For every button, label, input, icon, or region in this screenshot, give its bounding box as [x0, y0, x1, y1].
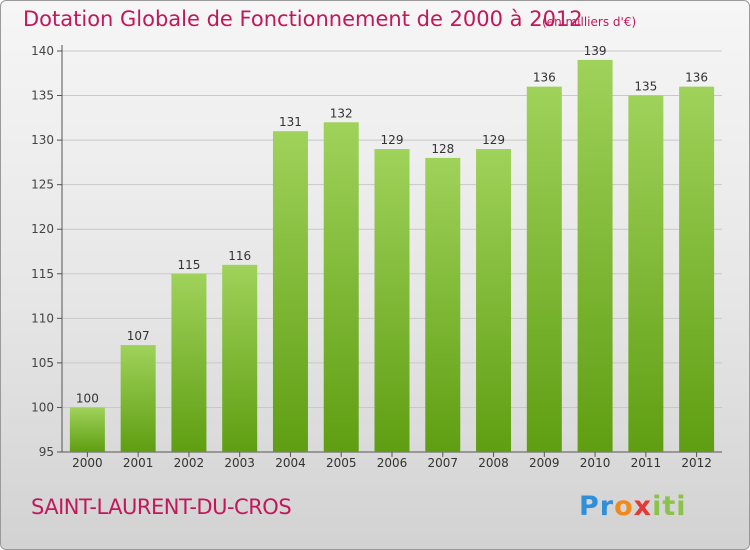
bar-2011: [628, 95, 664, 453]
x-tick-label-2008: 2008: [478, 456, 509, 470]
bar-2002: [171, 273, 207, 452]
x-tick-label-2004: 2004: [275, 456, 306, 470]
bar-2004: [272, 131, 308, 452]
bar-2010: [577, 59, 613, 453]
value-label-2000: 100: [76, 391, 99, 405]
bar-2005: [323, 122, 359, 453]
chart-unit: (en milliers d'€): [542, 15, 637, 29]
value-label-2011: 135: [634, 80, 657, 94]
x-tick-label-2010: 2010: [580, 456, 611, 470]
x-tick-label-2011: 2011: [631, 456, 662, 470]
bar-chart: 100107115116131132129128129136139135136 …: [31, 44, 722, 470]
proxiti-logo[interactable]: Proxiti: [579, 491, 687, 522]
bar-2008: [476, 149, 512, 452]
logo-part-1: Pr: [579, 491, 615, 522]
value-label-2012: 136: [685, 71, 708, 85]
y-tick-label: 105: [31, 356, 54, 370]
logo-part-2: o: [614, 491, 634, 522]
value-label-2003: 116: [228, 249, 251, 263]
y-tick-label: 110: [31, 311, 54, 325]
bar-2009: [526, 86, 562, 453]
value-label-2008: 129: [482, 133, 505, 147]
tick-labels: 95 100 105 110 115 120 125 130 135 140 2000 2001 200…: [31, 44, 712, 470]
value-label-2010: 139: [584, 44, 607, 58]
y-tick-label: 140: [31, 44, 54, 58]
value-label-2002: 115: [177, 258, 200, 272]
x-tick-label-2005: 2005: [326, 456, 357, 470]
y-tick-label: 115: [31, 267, 54, 281]
logo-part-4: iti: [652, 491, 687, 522]
value-label-2005: 132: [330, 106, 353, 120]
x-tick-label-2006: 2006: [377, 456, 408, 470]
x-tick-label-2007: 2007: [427, 456, 458, 470]
value-labels: 100 107 115 116 131 132 129 128 129 136 139 135 136: [76, 44, 708, 406]
x-tick-label-2009: 2009: [529, 456, 560, 470]
bar-2001: [120, 345, 156, 452]
value-label-2009: 136: [533, 71, 556, 85]
x-tick-label-2000: 2000: [72, 456, 103, 470]
value-label-2007: 128: [431, 142, 454, 156]
bar-2006: [374, 149, 410, 452]
logo-part-3: x: [633, 491, 653, 522]
x-tick-label-2012: 2012: [681, 456, 712, 470]
bar-2007: [425, 157, 461, 452]
bar-2012: [679, 86, 715, 453]
bars: [69, 59, 715, 453]
y-tick-label: 135: [31, 89, 54, 103]
y-tick-label: 120: [31, 222, 54, 236]
y-tick-label: 100: [31, 400, 54, 414]
x-tick-label-2001: 2001: [123, 456, 154, 470]
y-tick-label: 125: [31, 178, 54, 192]
x-tick-label-2003: 2003: [224, 456, 255, 470]
bar-2003: [222, 264, 258, 452]
chart-title: Dotation Globale de Fonctionnement de 20…: [23, 7, 583, 31]
bar-2000: [69, 407, 105, 452]
value-label-2001: 107: [127, 329, 150, 343]
value-label-2006: 129: [381, 133, 404, 147]
value-label-2004: 131: [279, 115, 302, 129]
commune-name: SAINT-LAURENT-DU-CROS: [31, 495, 292, 519]
y-tick-label: 130: [31, 133, 54, 147]
x-tick-label-2002: 2002: [174, 456, 205, 470]
y-tick-label: 95: [39, 445, 54, 459]
